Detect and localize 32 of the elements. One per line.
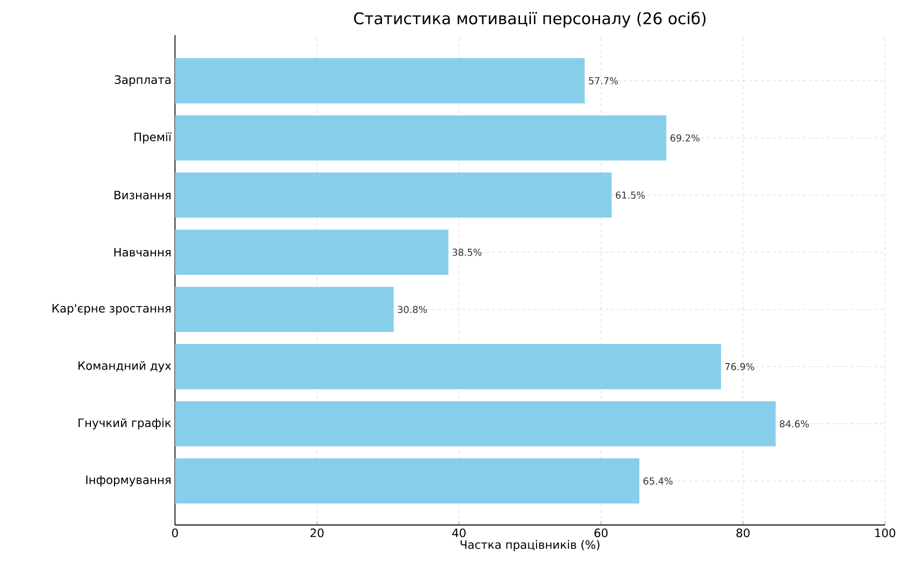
data-label: 84.6% — [780, 420, 809, 428]
bar — [175, 230, 448, 275]
data-label: 76.9% — [725, 363, 754, 370]
x-tick-label: 0 — [172, 528, 178, 538]
x-tick-label: 20 — [310, 528, 324, 538]
data-label: 38.5% — [452, 248, 482, 256]
y-tick-label: Визнання — [114, 190, 171, 200]
y-tick-label: Навчання — [114, 248, 171, 257]
bar — [175, 58, 585, 104]
data-label: 61.5% — [616, 192, 645, 199]
data-label: 30.8% — [398, 306, 427, 314]
x-tick-label: 80 — [736, 528, 750, 538]
chart-title: Статистика мотивації персоналу (26 осіб) — [354, 12, 706, 28]
data-label: 57.7% — [588, 77, 618, 84]
y-tick-label: Премії — [134, 132, 172, 144]
x-axis-title: Частка працівників (%) — [460, 540, 600, 552]
bar — [175, 172, 612, 218]
x-tick-label: 100 — [875, 528, 896, 538]
x-tick-label: 40 — [452, 528, 466, 538]
y-tick-label: Гнучкий графік — [78, 418, 172, 430]
bar — [175, 286, 394, 332]
data-label: 69.2% — [670, 134, 700, 142]
y-tick-label: Командний дух — [78, 361, 172, 372]
y-tick-label: Інформування — [86, 476, 171, 486]
y-tick-label: Зарплата — [114, 75, 170, 86]
bar — [175, 344, 721, 390]
bar — [175, 458, 640, 504]
y-tick-label: Кар'єрне зростання — [52, 304, 171, 315]
bar — [175, 401, 776, 446]
x-tick-label: 60 — [594, 528, 608, 538]
data-label: 65.4% — [644, 477, 673, 485]
bar — [175, 115, 666, 161]
